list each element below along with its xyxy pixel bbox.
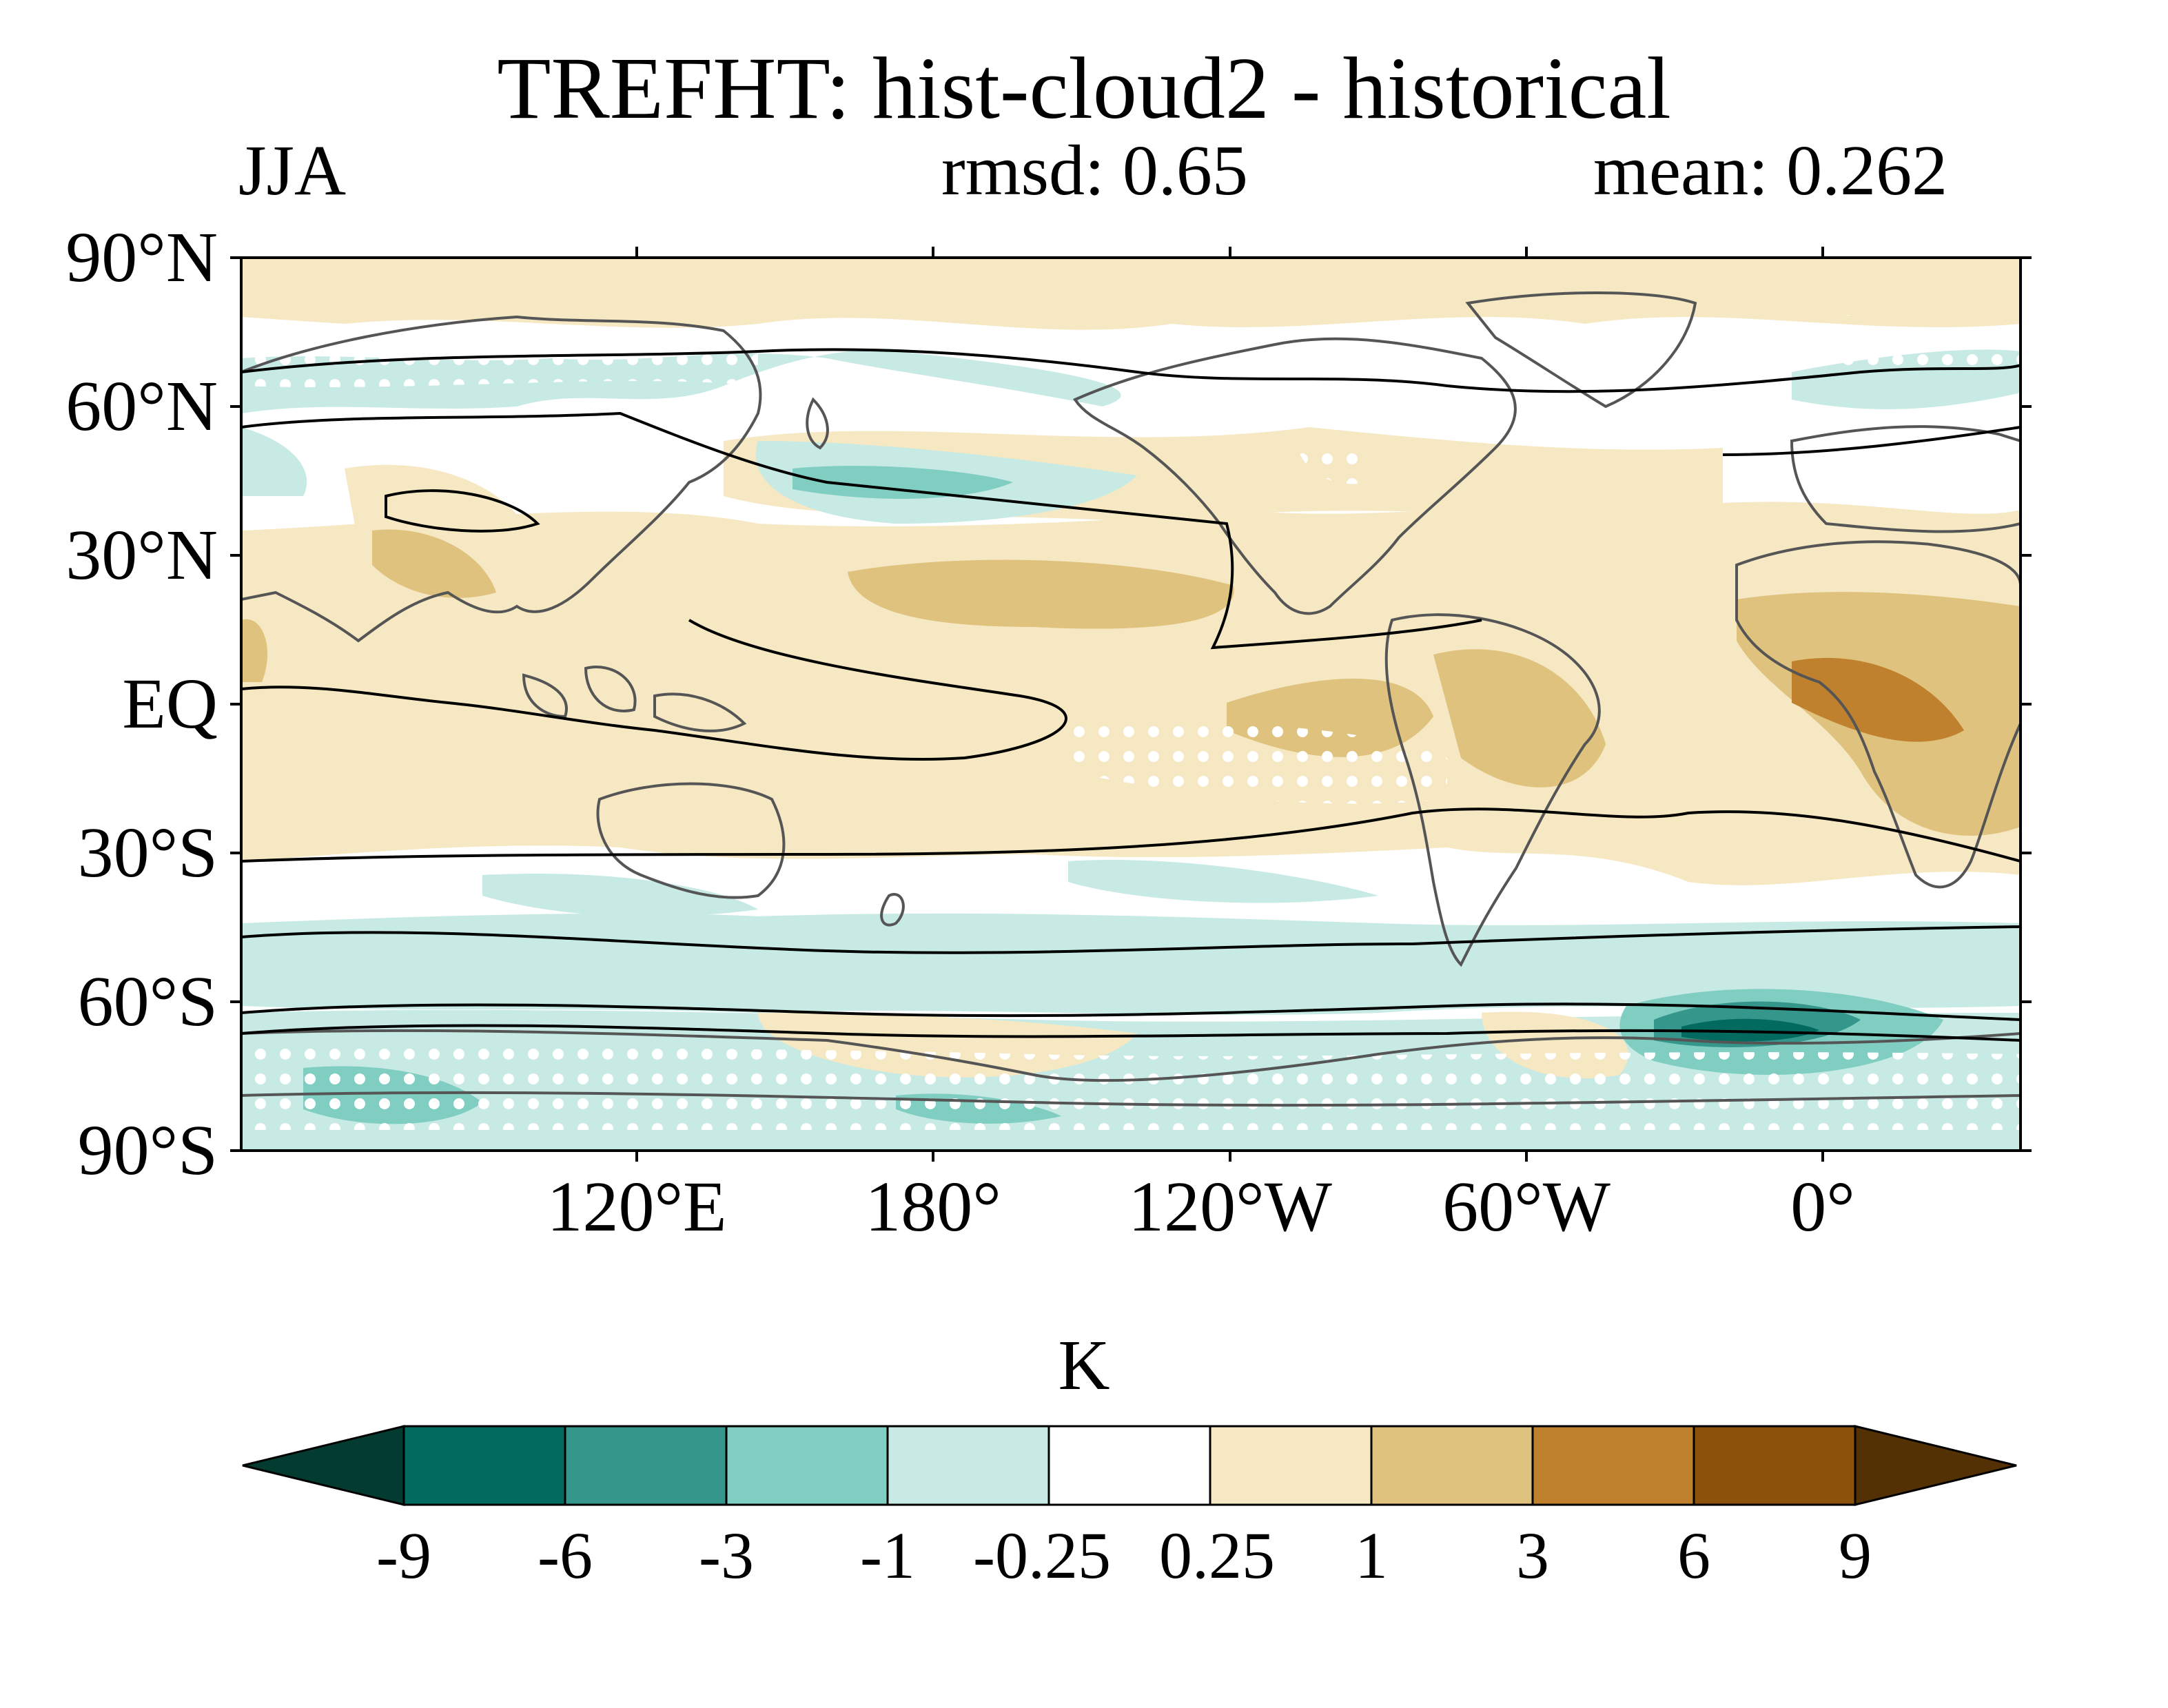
plot-title: TREFHT: hist-cloud2 - historical: [497, 39, 1671, 137]
colorbar-level: -3: [699, 1519, 754, 1592]
colorbar-bin: [1531, 1425, 1695, 1506]
lat-label-eq: EQ: [122, 664, 218, 743]
colorbar-bin: [402, 1425, 566, 1506]
colorbar-extend-low: [242, 1425, 405, 1506]
colorbar-level: 9: [1839, 1519, 1872, 1592]
lon-label-60w: 60°W: [1442, 1167, 1610, 1246]
colorbar-bin: [1209, 1425, 1373, 1506]
colorbar-level: 3: [1516, 1519, 1549, 1592]
map-panel: [241, 258, 2021, 1151]
lon-label-120w: 120°W: [1128, 1167, 1332, 1246]
lat-label-60s: 60°S: [77, 962, 218, 1041]
lon-label-180: 180°: [865, 1167, 1001, 1246]
colorbar-level: -0.25: [973, 1519, 1111, 1592]
colorbar: [242, 1425, 2017, 1506]
colorbar-bin: [1047, 1425, 1211, 1506]
colorbar-bin: [1693, 1425, 1857, 1506]
coastlines: [241, 291, 2021, 1107]
lat-label-90s: 90°S: [77, 1111, 218, 1190]
lat-label-30n: 30°N: [65, 515, 218, 595]
colorbar-level: 1: [1355, 1519, 1388, 1592]
mean-label: mean: 0.262: [1593, 131, 1948, 210]
colorbar-bin: [564, 1425, 728, 1506]
colorbar-level: -6: [538, 1519, 593, 1592]
colorbar-unit: K: [1058, 1326, 1110, 1405]
colorbar-bin: [725, 1425, 889, 1506]
lat-label-90n: 90°N: [65, 218, 218, 297]
lon-label-120e: 120°E: [546, 1167, 727, 1246]
colorbar-level: -1: [860, 1519, 915, 1592]
colorbar-bin: [886, 1425, 1050, 1506]
rmsd-label: rmsd: 0.65: [941, 131, 1248, 210]
colorbar-extend-high: [1854, 1425, 2017, 1506]
axis-ticks: [230, 247, 2032, 1162]
colorbar-bin: [1370, 1425, 1534, 1506]
lat-label-60n: 60°N: [65, 367, 218, 446]
colorbar-level: -9: [376, 1519, 431, 1592]
season-label: JJA: [238, 131, 347, 210]
colorbar-level: 6: [1677, 1519, 1710, 1592]
lon-label-0: 0°: [1790, 1167, 1855, 1246]
colorbar-level: 0.25: [1159, 1519, 1275, 1592]
lat-label-30s: 30°S: [77, 813, 218, 892]
contour-lines: [241, 348, 2021, 1042]
